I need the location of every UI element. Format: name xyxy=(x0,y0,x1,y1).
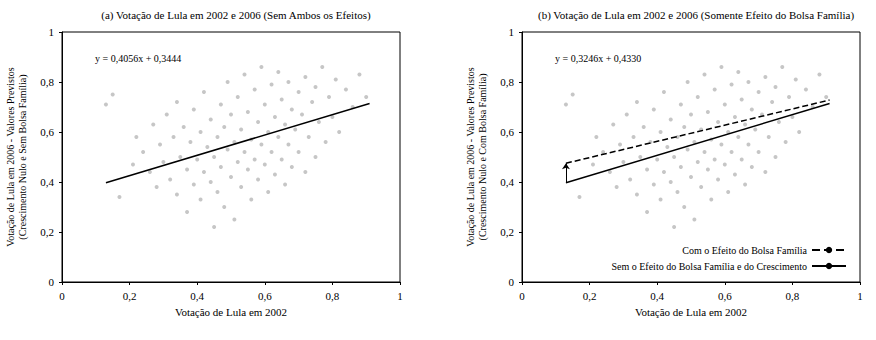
svg-text:1: 1 xyxy=(509,26,515,38)
svg-text:0,6: 0,6 xyxy=(258,290,272,302)
svg-text:Votação de Lula em 2002: Votação de Lula em 2002 xyxy=(635,306,747,318)
svg-text:0,8: 0,8 xyxy=(786,290,800,302)
svg-text:(Crescimento Nulo e Com Bolsa: (Crescimento Nulo e Com Bolsa Família) xyxy=(477,74,489,241)
svg-text:1: 1 xyxy=(49,26,55,38)
svg-text:0,8: 0,8 xyxy=(40,76,54,88)
svg-text:(a) Votação de Lula em 2002 e: (a) Votação de Lula em 2002 e 2006 (Sem … xyxy=(101,9,371,22)
svg-text:0,6: 0,6 xyxy=(718,290,732,302)
svg-text:Sem o Efeito do Bolsa Família: Sem o Efeito do Bolsa Família e do Cresc… xyxy=(611,261,807,272)
svg-text:Votação de Lula em 2002: Votação de Lula em 2002 xyxy=(175,306,287,318)
svg-text:0,2: 0,2 xyxy=(40,226,54,238)
svg-text:0: 0 xyxy=(509,276,515,288)
svg-text:0: 0 xyxy=(59,290,65,302)
svg-text:Votação de Lula em 2006 - Valo: Votação de Lula em 2006 - Valores Previs… xyxy=(465,67,476,246)
svg-text:0,2: 0,2 xyxy=(583,290,597,302)
svg-text:0,4: 0,4 xyxy=(40,176,54,188)
svg-text:(Crescimento Nulo e Sem Bolsa: (Crescimento Nulo e Sem Bolsa Família) xyxy=(17,74,29,239)
svg-text:0: 0 xyxy=(49,276,55,288)
svg-text:0,2: 0,2 xyxy=(500,226,514,238)
svg-text:y = 0,3246x + 0,4330: y = 0,3246x + 0,4330 xyxy=(555,53,641,64)
svg-text:1: 1 xyxy=(397,290,403,302)
svg-text:0,4: 0,4 xyxy=(500,176,514,188)
svg-text:0,6: 0,6 xyxy=(40,126,54,138)
svg-text:0,8: 0,8 xyxy=(326,290,340,302)
svg-text:Votação de Lula em 2006 - Valo: Votação de Lula em 2006 - Valores Previs… xyxy=(5,67,16,246)
svg-text:(b) Votação de Lula em 2002 e: (b) Votação de Lula em 2002 e 2006 (Some… xyxy=(538,9,854,22)
svg-text:y = 0,4056x + 0,3444: y = 0,4056x + 0,3444 xyxy=(95,53,181,64)
svg-text:1: 1 xyxy=(857,290,863,302)
svg-text:0,2: 0,2 xyxy=(123,290,137,302)
svg-text:0,8: 0,8 xyxy=(500,76,514,88)
svg-text:0: 0 xyxy=(519,290,525,302)
svg-text:Com o Efeito do Bolsa Família: Com o Efeito do Bolsa Família xyxy=(682,245,807,256)
svg-text:0,4: 0,4 xyxy=(650,290,664,302)
svg-text:0,6: 0,6 xyxy=(500,126,514,138)
svg-text:0,4: 0,4 xyxy=(190,290,204,302)
